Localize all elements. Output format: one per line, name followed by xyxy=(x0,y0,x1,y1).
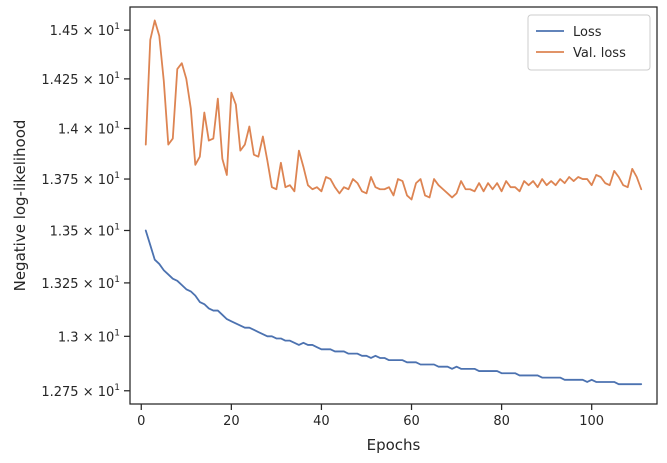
legend-box xyxy=(527,14,651,71)
y-tick-label: 1.4 × 101 xyxy=(58,121,120,138)
x-axis-ticks: 0 20 40 60 80 100 xyxy=(137,404,604,429)
legend-label: Loss xyxy=(573,25,602,40)
y-axis-label: Negative log-likelihood xyxy=(11,120,29,292)
legend-label: Val. loss xyxy=(573,46,626,61)
y-tick-label: 1.375 × 101 xyxy=(41,171,120,188)
y-axis-ticks: 1.275 × 101 1.3 × 101 1.325 × 101 1.35 × 10… xyxy=(41,22,130,400)
plot-series xyxy=(144,19,643,386)
x-tick-label: 100 xyxy=(579,414,604,429)
y-tick-label: 1.35 × 101 xyxy=(50,222,120,239)
legend: Loss Val. loss xyxy=(527,14,651,71)
series-line-val-loss xyxy=(144,19,643,201)
y-tick-label: 1.275 × 101 xyxy=(41,383,120,400)
x-axis-label: Epochs xyxy=(367,436,421,454)
y-tick-label: 1.3 × 101 xyxy=(58,328,120,345)
y-tick-label: 1.325 × 101 xyxy=(41,275,120,292)
x-tick-label: 20 xyxy=(223,414,240,429)
y-tick-label: 1.425 × 101 xyxy=(41,71,120,88)
x-tick-label: 40 xyxy=(313,414,330,429)
series-line-loss xyxy=(144,229,643,386)
y-tick-label: 1.45 × 101 xyxy=(50,22,120,39)
x-tick-label: 60 xyxy=(403,414,420,429)
plot-frame xyxy=(129,6,658,405)
x-tick-label: 80 xyxy=(493,414,510,429)
x-tick-label: 0 xyxy=(137,414,145,429)
